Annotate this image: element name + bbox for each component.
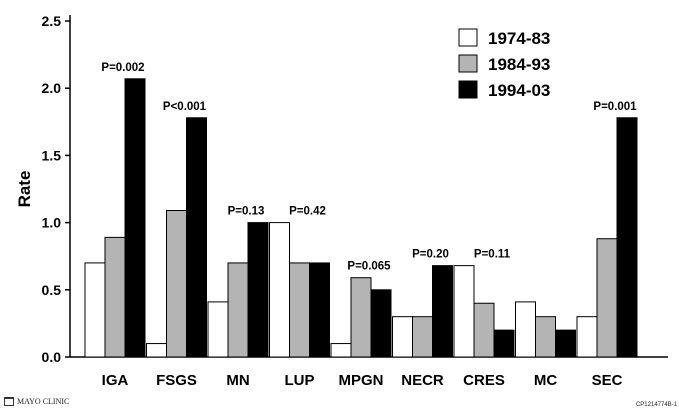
- x-tick-label: FSGS: [156, 372, 197, 389]
- p-value-annotation: P=0.13: [228, 206, 265, 218]
- x-tick-label: MPGN: [339, 372, 384, 389]
- y-tick-label: 1.5: [42, 147, 62, 163]
- x-tick-label: MC: [534, 372, 557, 389]
- bar-mn-1994-03: [247, 222, 269, 358]
- bar-mc-1984-93: [535, 316, 556, 358]
- bar-fsgs-1984-93: [166, 210, 187, 358]
- bar-fsgs-1994-03: [186, 117, 207, 358]
- bar-lup-1994-03: [309, 262, 330, 358]
- x-tick-label: CRES: [463, 372, 505, 389]
- y-tick-label: 2.0: [42, 80, 62, 96]
- bar-necr-1984-93: [412, 316, 433, 358]
- bar-cres-1994-03: [493, 329, 515, 358]
- bar-iga-1994-03: [124, 78, 146, 358]
- p-value-annotation: P=0.001: [593, 101, 637, 113]
- legend-label: 1994-03: [488, 81, 550, 100]
- x-tick-label: NECR: [401, 372, 444, 389]
- legend-swatch: [458, 54, 478, 73]
- mayo-clinic-logo: MAYO CLINIC: [4, 397, 69, 406]
- legend: 1974-83 1984-93 1994-03: [458, 28, 550, 100]
- p-value-annotation: P=0.002: [101, 62, 144, 74]
- y-tick-label: 0.0: [42, 349, 62, 365]
- p-value-annotation: P=0.20: [412, 249, 449, 261]
- x-tick-label: MN: [226, 372, 249, 389]
- bar-iga-1974-83: [84, 262, 106, 358]
- figure-code: CP1214774B-1: [635, 402, 677, 408]
- x-tick-label: LUP: [285, 372, 315, 389]
- p-value-annotation: P=0.065: [347, 261, 391, 273]
- y-tick-label: 2.5: [42, 13, 62, 29]
- p-value-annotation: P=0.42: [289, 206, 326, 218]
- x-tick-label: IGA: [102, 372, 129, 389]
- bar-cres-1974-83: [453, 265, 475, 358]
- bar-lup-1984-93: [289, 262, 310, 358]
- bar-sec-1994-03: [616, 117, 638, 358]
- bar-mn-1974-83: [207, 301, 229, 358]
- bar-iga-1984-93: [104, 236, 126, 358]
- bar-necr-1994-03: [432, 265, 453, 358]
- bars: [84, 78, 638, 358]
- mayo-shield-icon: [4, 397, 14, 406]
- bar-necr-1974-83: [392, 316, 413, 358]
- bar-sec-1984-93: [596, 238, 618, 358]
- bar-mc-1994-03: [555, 329, 576, 358]
- p-value-annotation: P=0.11: [474, 249, 511, 261]
- bar-mpgn-1974-83: [330, 343, 352, 358]
- bar-fsgs-1974-83: [146, 343, 167, 358]
- p-value-annotation: P<0.001: [163, 101, 207, 113]
- bar-mpgn-1994-03: [370, 289, 392, 358]
- y-tick-label: 1.0: [42, 215, 62, 231]
- legend-swatch: [458, 28, 478, 47]
- logo-text: MAYO CLINIC: [17, 397, 70, 406]
- bar-mpgn-1984-93: [350, 277, 372, 358]
- bar-mn-1984-93: [227, 262, 249, 358]
- y-axis-label: Rate: [15, 171, 34, 208]
- bar-mc-1974-83: [515, 301, 536, 358]
- legend-swatch: [458, 80, 478, 99]
- x-tick-label: SEC: [592, 372, 623, 389]
- y-tick-label: 0.5: [42, 282, 62, 298]
- legend-label: 1984-93: [488, 55, 550, 74]
- bar-cres-1984-93: [473, 302, 495, 358]
- labels: IGA P=0.002 FSGS P<0.001 MN P=0.13 LUP P=0.42 MP…: [101, 62, 637, 389]
- legend-label: 1974-83: [488, 29, 550, 48]
- bar-sec-1974-83: [576, 316, 598, 358]
- bar-lup-1974-83: [269, 222, 290, 358]
